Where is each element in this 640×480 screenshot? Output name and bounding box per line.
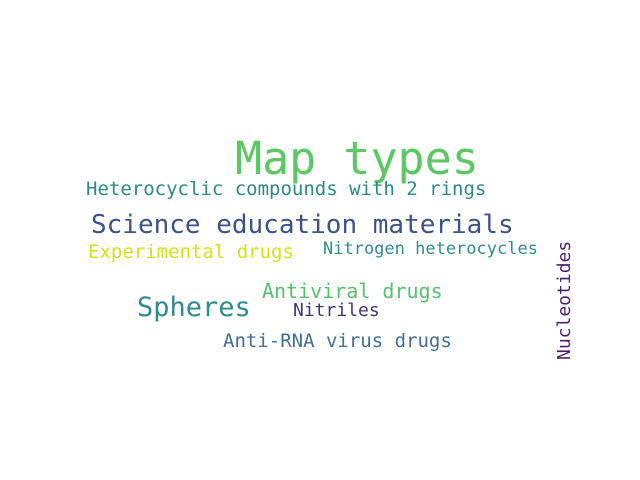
word-spheres: Spheres (137, 292, 251, 323)
word-nitrogen-heterocycles: Nitrogen heterocycles (323, 239, 538, 259)
word-science-education-materials: Science education materials (91, 210, 514, 240)
word-nucleotides: Nucleotides (554, 240, 575, 360)
word-map-types: Map types (235, 132, 479, 185)
word-experimental-drugs: Experimental drugs (88, 241, 294, 263)
word-anti-rna-virus-drugs: Anti-RNA virus drugs (223, 330, 452, 352)
word-antiviral-drugs: Antiviral drugs (262, 279, 443, 303)
word-heterocyclic-compounds-with-2-rings: Heterocyclic compounds with 2 rings (86, 178, 487, 200)
word-nitriles: Nitriles (293, 300, 380, 321)
